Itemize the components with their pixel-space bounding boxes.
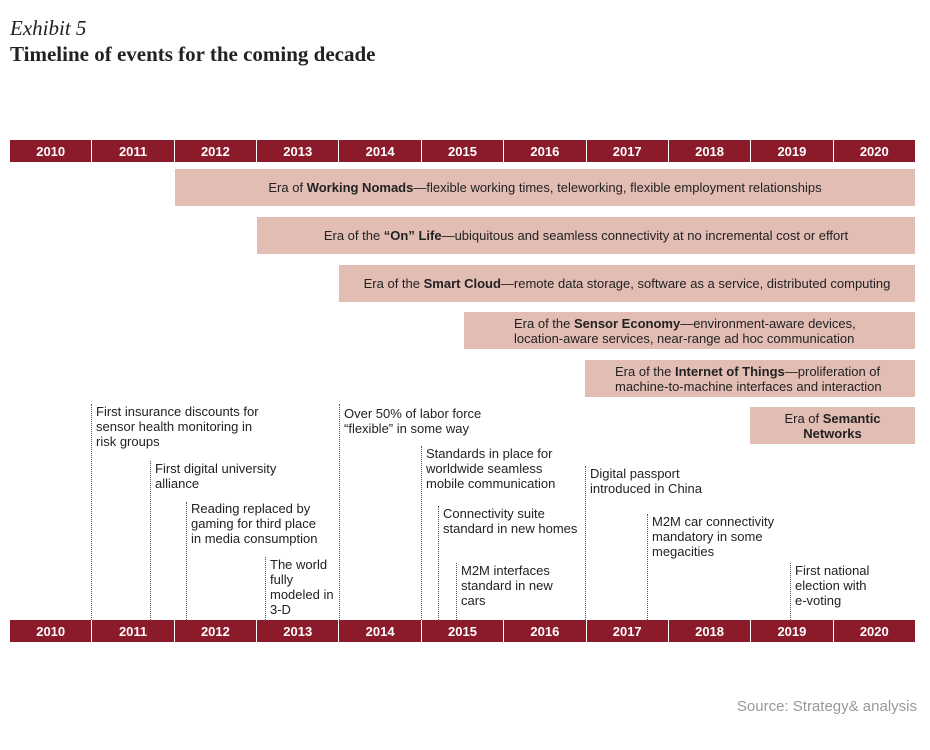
- bottom-year-2013: 2013: [257, 620, 340, 642]
- bottom-year-2015: 2015: [421, 620, 505, 642]
- event-gaming: Reading replaced by gaming for third pla…: [191, 501, 318, 546]
- exhibit-label: Exhibit 5: [10, 16, 87, 40]
- top-year-bar: 2010 2011 2012 2013 2014 2015 2016 2017 …: [10, 140, 915, 162]
- bottom-year-2014: 2014: [339, 620, 422, 642]
- top-year-2017: 2017: [586, 140, 669, 162]
- event-line-m2m-megacities: [647, 514, 648, 620]
- event-m2m-megacities: M2M car connectivity mandatory in some m…: [652, 514, 775, 559]
- event-labor: Over 50% of labor force “flexible” in so…: [344, 406, 482, 436]
- bottom-year-2018: 2018: [668, 620, 752, 642]
- event-line-connectivity: [438, 506, 439, 620]
- bottom-year-2019: 2019: [751, 620, 834, 642]
- top-year-2013: 2013: [257, 140, 340, 162]
- event-line-university: [150, 461, 151, 620]
- event-mobile-standards: Standards in place for worldwide seamles…: [426, 446, 556, 491]
- era-on-life: Era of the “On” Life—ubiquitous and seam…: [257, 217, 915, 254]
- top-year-2015: 2015: [421, 140, 505, 162]
- source-note: Source: Strategy& analysis: [736, 698, 917, 715]
- bottom-year-2020: 2020: [833, 620, 915, 642]
- era-sensor-economy: Era of the Sensor Economy—environment-aw…: [464, 312, 915, 349]
- bottom-year-2010: 2010: [10, 620, 93, 642]
- top-year-2018: 2018: [668, 140, 752, 162]
- event-line-insurance: [91, 404, 92, 620]
- event-evoting: First national election with e-voting: [795, 563, 870, 608]
- top-year-2014: 2014: [339, 140, 422, 162]
- bottom-year-2017: 2017: [586, 620, 669, 642]
- page-title: Timeline of events for the coming decade: [10, 42, 376, 66]
- event-line-evoting: [790, 563, 791, 620]
- bottom-year-2016: 2016: [504, 620, 587, 642]
- top-year-2016: 2016: [504, 140, 587, 162]
- bottom-year-bar: 2010 2011 2012 2013 2014 2015 2016 2017 …: [10, 620, 915, 642]
- event-line-gaming: [186, 502, 187, 620]
- era-semantic-networks: Era of Semantic Networks: [750, 407, 915, 444]
- event-connectivity: Connectivity suite standard in new homes: [443, 506, 578, 536]
- event-m2m-cars: M2M interfaces standard in new cars: [461, 563, 553, 608]
- top-year-2012: 2012: [174, 140, 258, 162]
- top-year-2010: 2010: [10, 140, 93, 162]
- event-line-passport: [585, 466, 586, 620]
- event-line-mobile-standards: [421, 446, 422, 620]
- event-insurance: First insurance discounts for sensor hea…: [96, 404, 259, 449]
- event-line-m2m-cars: [456, 563, 457, 620]
- event-line-labor: [339, 404, 340, 620]
- bottom-year-2011: 2011: [92, 620, 175, 642]
- top-year-2011: 2011: [92, 140, 175, 162]
- event-line-3d: [265, 557, 266, 620]
- event-passport: Digital passport introduced in China: [590, 466, 703, 496]
- era-working-nomads: Era of Working Nomads—flexible working t…: [175, 169, 915, 206]
- era-internet-of-things: Era of the Internet of Things—proliferat…: [585, 360, 915, 397]
- top-year-2019: 2019: [751, 140, 834, 162]
- event-3d: The world fully modeled in 3-D: [270, 557, 334, 617]
- top-year-2020: 2020: [833, 140, 915, 162]
- bottom-year-2012: 2012: [174, 620, 258, 642]
- era-smart-cloud: Era of the Smart Cloud—remote data stora…: [339, 265, 915, 302]
- event-university: First digital university alliance: [155, 461, 277, 491]
